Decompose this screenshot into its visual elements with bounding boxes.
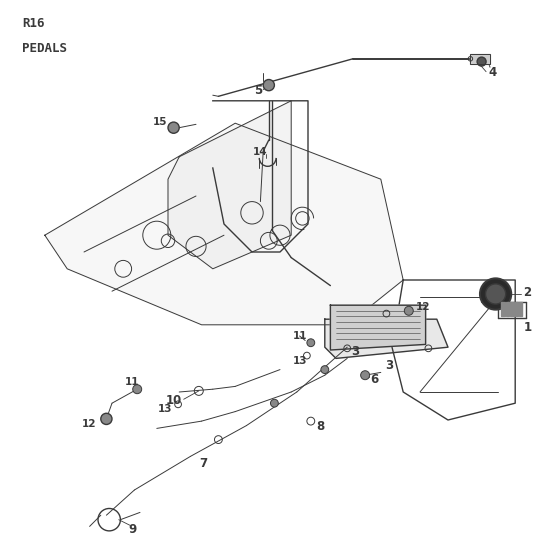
Text: 12: 12 — [416, 302, 430, 312]
Text: 11: 11 — [124, 377, 139, 387]
Text: 13: 13 — [292, 356, 307, 366]
Bar — [506, 302, 509, 316]
Circle shape — [486, 284, 506, 304]
Text: 14: 14 — [253, 147, 268, 157]
Circle shape — [133, 385, 142, 394]
Circle shape — [168, 122, 179, 133]
Polygon shape — [45, 123, 403, 325]
Text: 4: 4 — [488, 66, 497, 80]
Circle shape — [477, 57, 486, 66]
Text: 10: 10 — [166, 394, 182, 407]
Circle shape — [101, 413, 112, 424]
Polygon shape — [325, 319, 448, 358]
Bar — [470, 54, 490, 64]
Text: 8: 8 — [316, 420, 325, 433]
Text: 7: 7 — [199, 457, 207, 470]
Polygon shape — [330, 305, 426, 350]
Circle shape — [263, 80, 274, 91]
Bar — [501, 302, 505, 316]
Text: 3: 3 — [352, 345, 360, 358]
Bar — [515, 302, 518, 316]
Text: 5: 5 — [254, 84, 262, 97]
Text: 12: 12 — [82, 419, 96, 430]
Circle shape — [404, 306, 413, 315]
Circle shape — [270, 399, 278, 407]
Text: 13: 13 — [158, 404, 172, 414]
Polygon shape — [168, 101, 291, 269]
Circle shape — [361, 371, 370, 380]
Bar — [519, 302, 522, 316]
Text: 2: 2 — [524, 286, 532, 299]
Circle shape — [480, 278, 511, 310]
Text: PEDALS: PEDALS — [22, 42, 67, 55]
Text: 15: 15 — [152, 117, 167, 127]
Text: 9: 9 — [129, 522, 137, 536]
Circle shape — [307, 339, 315, 347]
Text: 1: 1 — [524, 321, 532, 334]
Text: 11: 11 — [292, 331, 307, 341]
Text: R16: R16 — [22, 17, 45, 30]
Text: 6: 6 — [371, 373, 379, 386]
Bar — [510, 302, 514, 316]
Circle shape — [321, 366, 329, 374]
Text: 3: 3 — [385, 358, 394, 372]
Bar — [470, 54, 490, 64]
